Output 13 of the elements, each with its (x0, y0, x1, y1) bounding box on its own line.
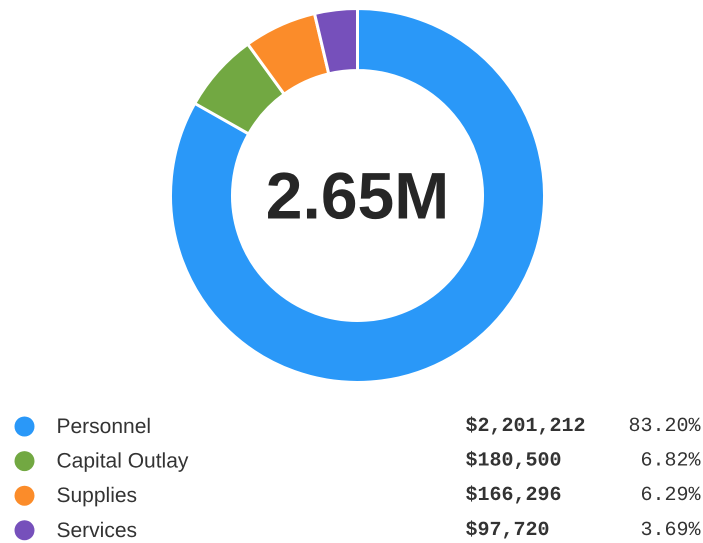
text: 2.65M (266, 158, 450, 232)
data-label: $2,201,212 (466, 415, 586, 438)
legend-label: Personnel (56, 415, 152, 438)
legend-label: Supplies (56, 484, 138, 508)
text: 3.69% (640, 518, 702, 542)
data-label: $180,500 (466, 450, 562, 473)
legend-label: Services (56, 518, 138, 542)
text: 6.29% (640, 484, 702, 508)
text: 83.20% (628, 415, 702, 438)
legend-label: Capital Outlay (56, 450, 189, 473)
text: 6.82% (640, 450, 702, 473)
data-label: $166,296 (466, 484, 562, 508)
data-label: $97,720 (466, 518, 550, 542)
